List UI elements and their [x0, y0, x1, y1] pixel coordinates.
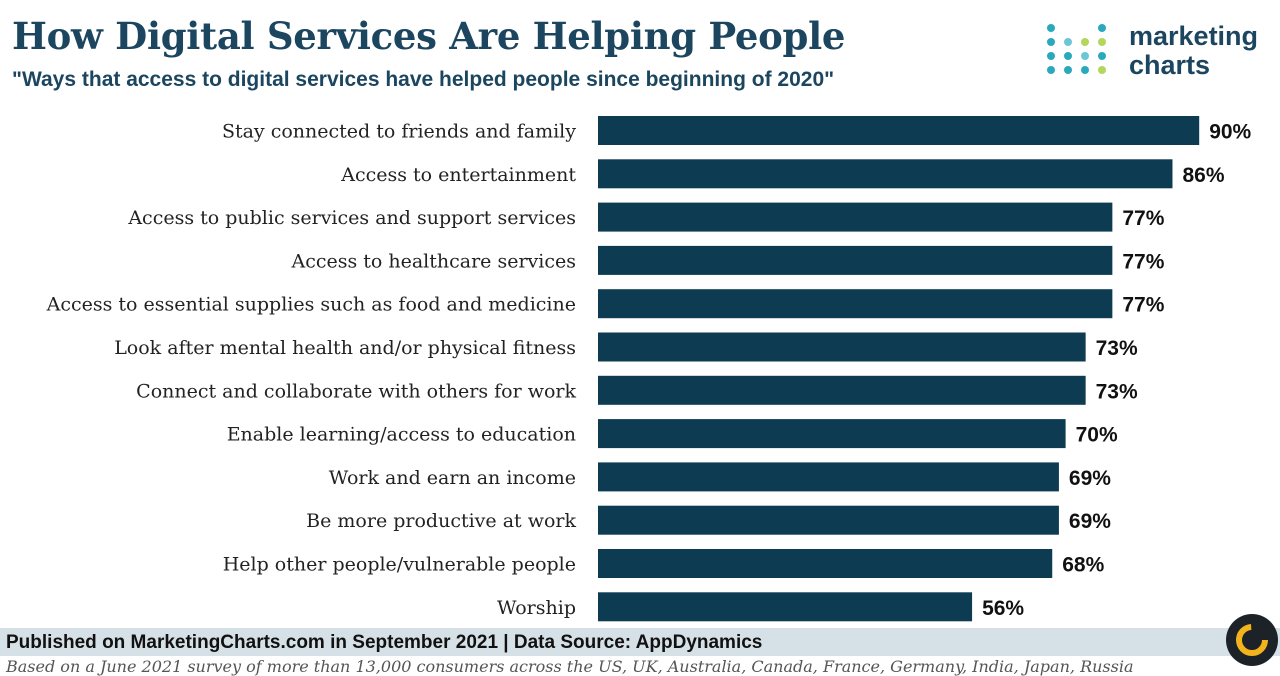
ring-icon [1236, 624, 1268, 656]
bar [598, 375, 1086, 405]
category-label: Look after mental health and/or physical… [114, 337, 576, 359]
value-label: 56% [982, 597, 1024, 620]
bar-chart: Stay connected to friends and family 90% A… [46, 116, 1252, 622]
category-label: Access to healthcare services [290, 250, 576, 272]
dots-logo-icon [1047, 24, 1106, 74]
corner-badge-icon [1226, 614, 1278, 666]
category-label: Connect and collaborate with others for … [136, 380, 576, 402]
category-label: Be more productive at work [306, 510, 576, 532]
bar [598, 245, 1113, 275]
value-label: 77% [1122, 294, 1164, 317]
footer-published: Published on MarketingCharts.com in Sept… [6, 632, 763, 653]
bar [598, 462, 1059, 492]
category-label: Access to essential supplies such as foo… [46, 294, 576, 316]
category-label: Help other people/vulnerable people [223, 554, 576, 576]
bar [598, 202, 1113, 232]
value-label: 73% [1096, 337, 1138, 360]
value-label: 69% [1069, 467, 1111, 490]
value-label: 68% [1062, 554, 1104, 577]
bar [598, 592, 973, 622]
value-label: 77% [1122, 207, 1164, 230]
footer-note: Based on a June 2021 survey of more than… [6, 657, 1134, 676]
category-label: Worship [497, 597, 576, 619]
value-label: 77% [1122, 250, 1164, 273]
value-label: 70% [1076, 424, 1118, 447]
logo-wordmark: marketing charts [1129, 22, 1258, 80]
bar [598, 419, 1066, 449]
logo-line-2: charts [1129, 50, 1211, 80]
chart-title: How Digital Services Are Helping People [12, 14, 846, 58]
value-label: 69% [1069, 510, 1111, 533]
category-label: Stay connected to friends and family [222, 121, 576, 143]
value-label: 73% [1096, 380, 1138, 403]
category-label: Work and earn an income [329, 467, 576, 489]
bar [598, 505, 1059, 535]
marketingcharts-logo: marketing charts [1045, 22, 1275, 84]
value-label: 90% [1209, 121, 1251, 144]
bar [598, 332, 1086, 362]
value-label: 86% [1182, 164, 1224, 187]
bar [598, 289, 1113, 319]
bar [598, 549, 1053, 578]
category-label: Enable learning/access to education [227, 424, 576, 446]
footer-band [0, 628, 1280, 656]
category-label: Access to public services and support se… [127, 207, 576, 229]
category-label: Access to entertainment [340, 164, 576, 186]
logo-line-1: marketing [1129, 21, 1259, 51]
bar [598, 159, 1173, 189]
bar [598, 116, 1200, 145]
chart-subtitle: "Ways that access to digital services ha… [12, 68, 835, 91]
